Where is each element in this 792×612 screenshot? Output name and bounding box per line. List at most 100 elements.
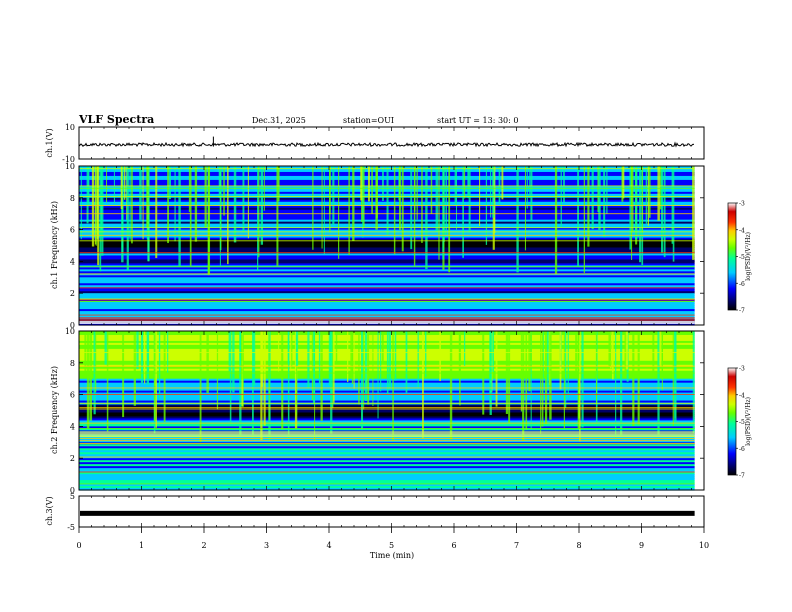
spectral-streak — [546, 331, 549, 390]
frequency-band — [79, 488, 695, 491]
spectral-line — [79, 314, 695, 316]
spectral-streak — [526, 166, 528, 209]
spectral-streak — [295, 331, 299, 366]
y-tick-label: 10 — [65, 327, 75, 336]
spectral-streak — [565, 331, 567, 408]
spectral-streak — [577, 331, 580, 430]
spectral-streak — [158, 331, 161, 399]
frequency-band — [79, 464, 695, 467]
spectral-streak — [86, 331, 90, 429]
spectral-streak — [287, 331, 290, 439]
spectral-line — [79, 252, 695, 254]
y-tick-label: 10 — [65, 123, 75, 132]
x-tick-label: 0 — [76, 541, 81, 550]
spectral-streak — [629, 166, 632, 250]
colorbar-label: log(PSD)(V²/Hz) — [745, 397, 752, 446]
spectral-streak — [239, 331, 242, 436]
spectral-line — [79, 301, 695, 302]
frequency-band — [79, 263, 695, 266]
frequency-band — [79, 370, 695, 374]
spectral-streak — [360, 166, 363, 201]
spectral-line — [79, 440, 695, 442]
spectral-streak — [167, 166, 169, 244]
spectral-streak — [105, 166, 108, 203]
x-tick-label: 8 — [576, 541, 581, 550]
spectral-streak — [462, 166, 465, 258]
y-tick-label: 0 — [70, 321, 75, 330]
spectral-line — [79, 168, 695, 170]
spectral-streak — [567, 331, 569, 398]
frequency-band — [79, 444, 695, 447]
spectral-line — [79, 227, 695, 229]
frequency-band — [79, 466, 695, 469]
spectral-streak — [525, 331, 528, 430]
spectral-streak — [99, 166, 102, 272]
spectral-line — [79, 407, 695, 409]
frequency-band — [79, 440, 695, 443]
spectral-streak — [425, 166, 428, 270]
spectral-line — [79, 352, 695, 353]
colorbar-tick-label: -4 — [739, 227, 745, 234]
spectral-streak — [583, 166, 585, 273]
spectral-streak — [142, 331, 144, 383]
spectral-streak — [120, 166, 123, 210]
spectral-streak — [136, 331, 139, 370]
spectral-streak — [492, 166, 495, 218]
spectral-streak — [219, 166, 221, 266]
spectral-streak — [425, 331, 427, 377]
time-axis: 0 1 2 3 4 5 6 7 8 9 10 — [76, 527, 709, 550]
x-tick-label: 5 — [389, 541, 394, 550]
spectral-streak — [422, 331, 424, 438]
frequency-band — [79, 484, 695, 487]
frequency-band — [79, 366, 695, 370]
spectral-streak — [401, 166, 404, 252]
spectral-streak — [598, 166, 601, 230]
spectral-streak — [657, 166, 660, 221]
spectral-streak — [155, 166, 158, 259]
spectral-streak — [353, 331, 355, 389]
frequency-band — [79, 392, 695, 396]
spectral-streak — [188, 166, 191, 212]
spectral-streak — [490, 166, 492, 218]
spectral-streak — [155, 331, 157, 428]
spectral-streak — [363, 331, 365, 410]
spectral-streak — [524, 166, 527, 251]
spectral-line — [79, 240, 695, 242]
frequency-band — [79, 358, 695, 362]
spectral-streak — [122, 331, 125, 418]
spectral-streak — [508, 331, 511, 424]
frequency-band — [79, 420, 695, 424]
spectral-streak — [321, 166, 323, 249]
y-tick-label: 5 — [70, 492, 75, 501]
spectral-streak — [338, 166, 340, 259]
spectral-streak — [454, 166, 457, 205]
spectral-streak — [520, 331, 523, 412]
spectral-streak — [657, 331, 660, 436]
spectral-streak — [377, 331, 379, 419]
frequency-band — [79, 299, 695, 302]
spectral-streak — [242, 166, 245, 232]
frequency-band — [79, 269, 695, 272]
spectral-streak — [163, 331, 166, 422]
colorbar-tick-label: -3 — [739, 201, 745, 208]
spectral-streak — [392, 331, 394, 442]
spectral-streak — [632, 166, 634, 233]
frequency-band — [79, 273, 695, 276]
spectral-line — [79, 234, 695, 236]
spectral-streak — [388, 331, 392, 390]
frequency-band — [79, 342, 695, 346]
ch1-waveform-trace — [79, 141, 695, 148]
spectral-line — [79, 428, 695, 429]
frequency-band — [79, 293, 695, 296]
spectral-streak — [648, 166, 651, 218]
frequency-band — [79, 243, 695, 247]
spectral-streak — [104, 331, 107, 365]
spectral-streak — [142, 166, 144, 240]
frequency-band — [79, 438, 695, 441]
spectral-streak — [350, 331, 353, 377]
ch1-spectrogram-ylabel: ch.1 Frequency (kHz) — [50, 201, 59, 289]
ch2-spectrogram-panel: 0 2 4 6 8 10 — [65, 327, 705, 495]
spectrogram-image — [79, 166, 695, 326]
spectral-streak — [608, 331, 611, 367]
spectral-streak — [443, 166, 445, 242]
